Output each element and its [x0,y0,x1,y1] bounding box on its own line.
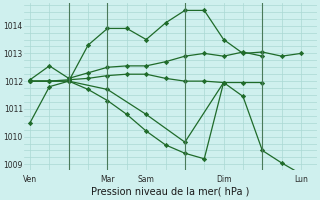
X-axis label: Pression niveau de la mer( hPa ): Pression niveau de la mer( hPa ) [91,187,250,197]
